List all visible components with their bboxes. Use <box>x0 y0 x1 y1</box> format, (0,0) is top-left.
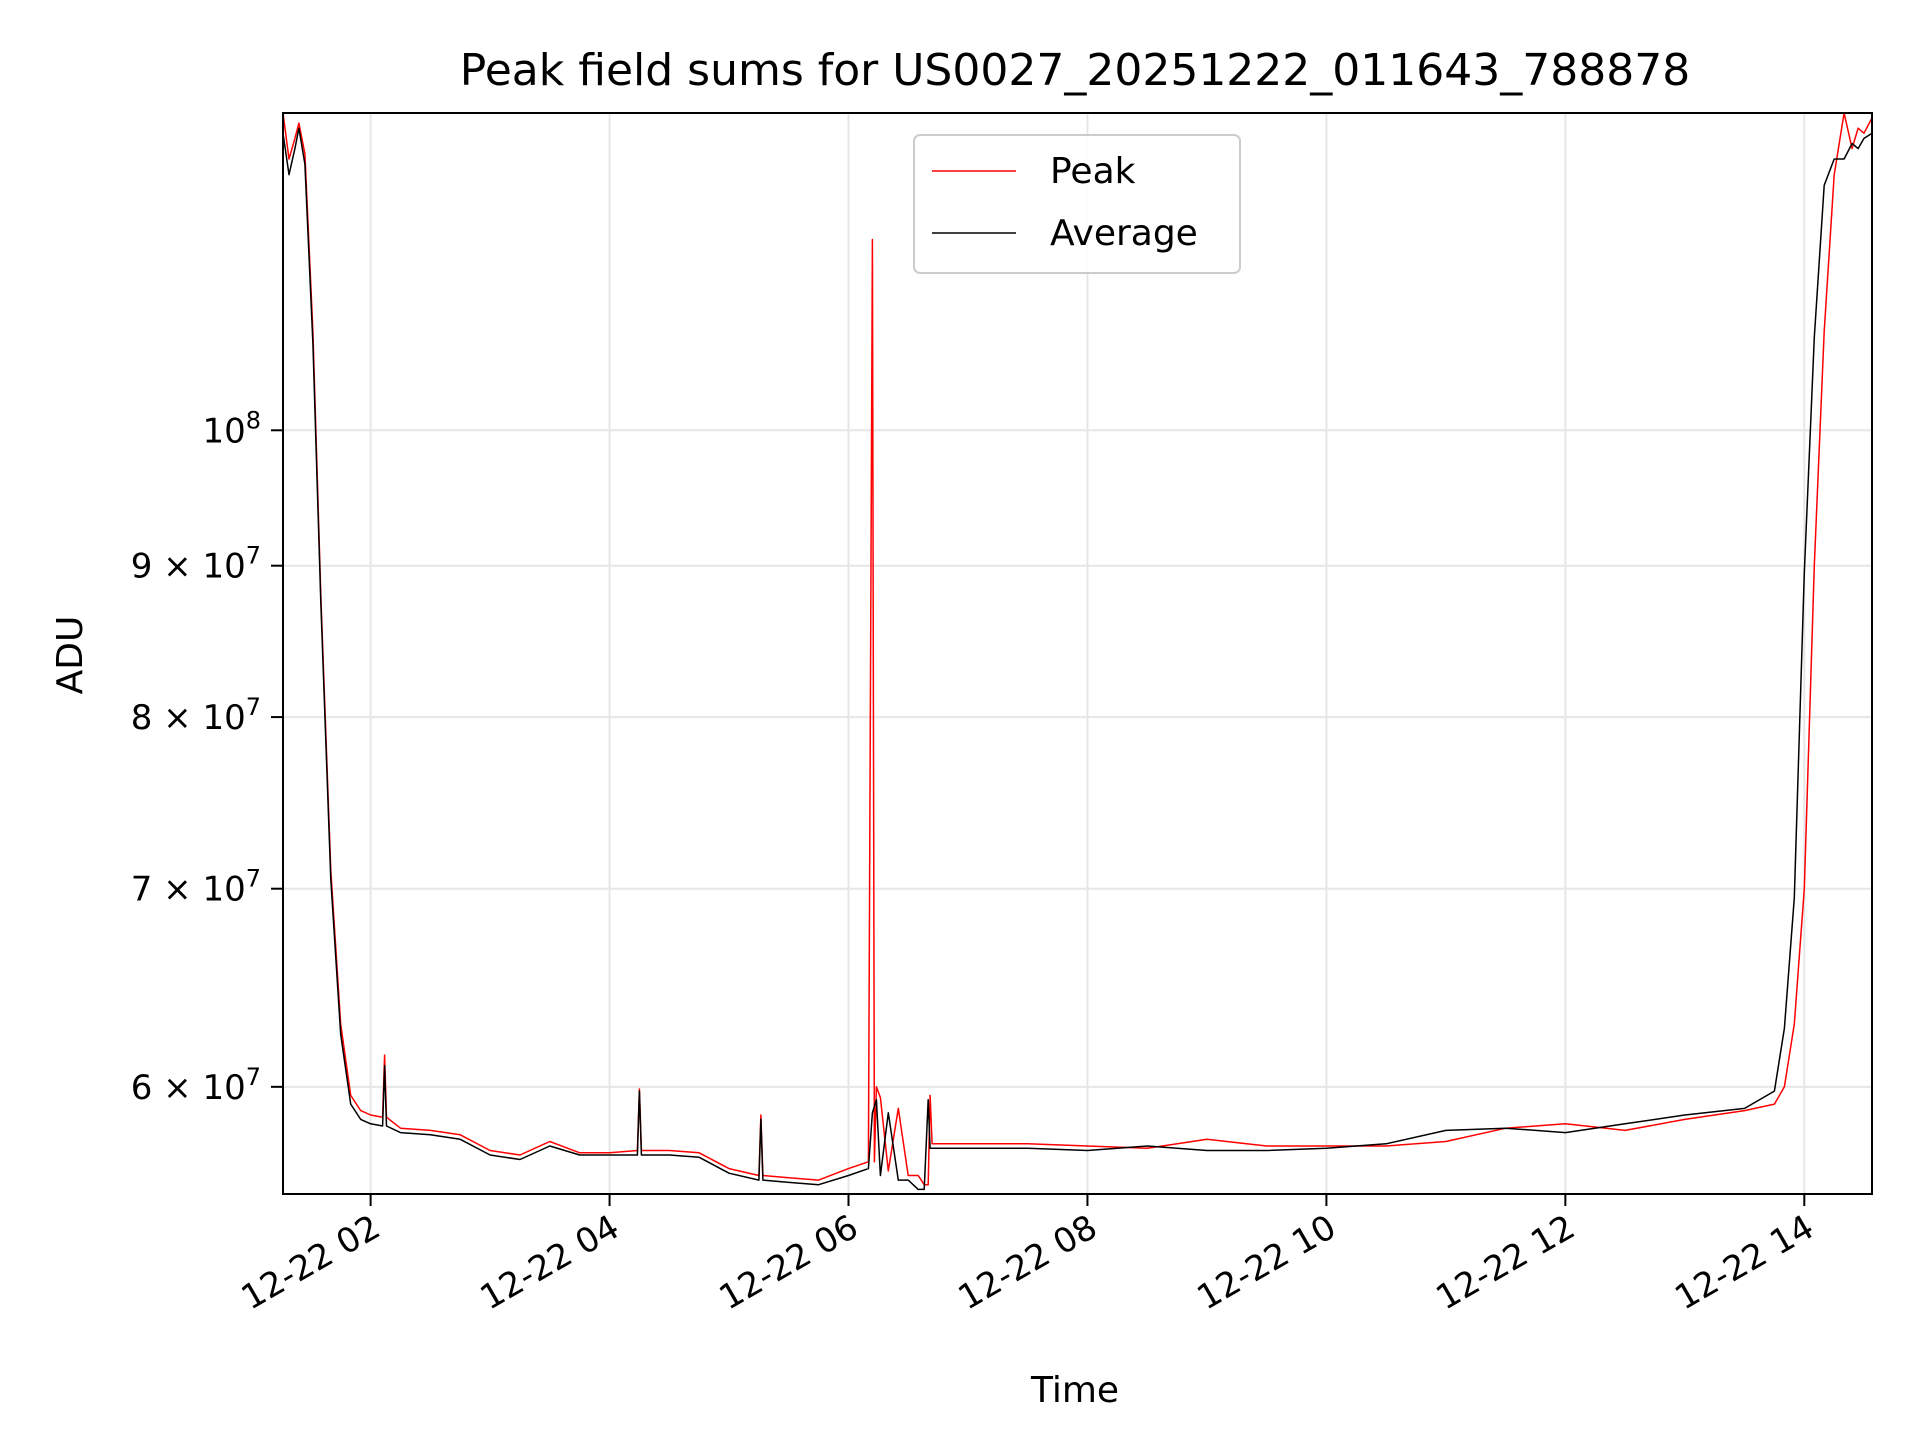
y-tick-label: 9 × 107 <box>131 542 261 587</box>
y-axis-label: ADU <box>50 616 91 695</box>
legend: Peak Average <box>913 134 1241 274</box>
grid-lines <box>283 113 1872 1194</box>
legend-label-average: Average <box>1050 213 1198 254</box>
legend-label-peak: Peak <box>1050 151 1136 192</box>
plot-series <box>282 112 1873 1191</box>
y-tick-label: 7 × 107 <box>131 865 261 910</box>
legend-box <box>913 134 1241 274</box>
x-axis-label: Time <box>1030 1370 1119 1411</box>
axes-frame <box>282 112 1873 1195</box>
series-line-average <box>282 127 1873 1191</box>
y-tick-label: 6 × 107 <box>131 1063 261 1108</box>
y-tick-label: 8 × 107 <box>131 693 261 738</box>
chart-title: Peak field sums for US0027_20251222_0116… <box>460 45 1690 96</box>
